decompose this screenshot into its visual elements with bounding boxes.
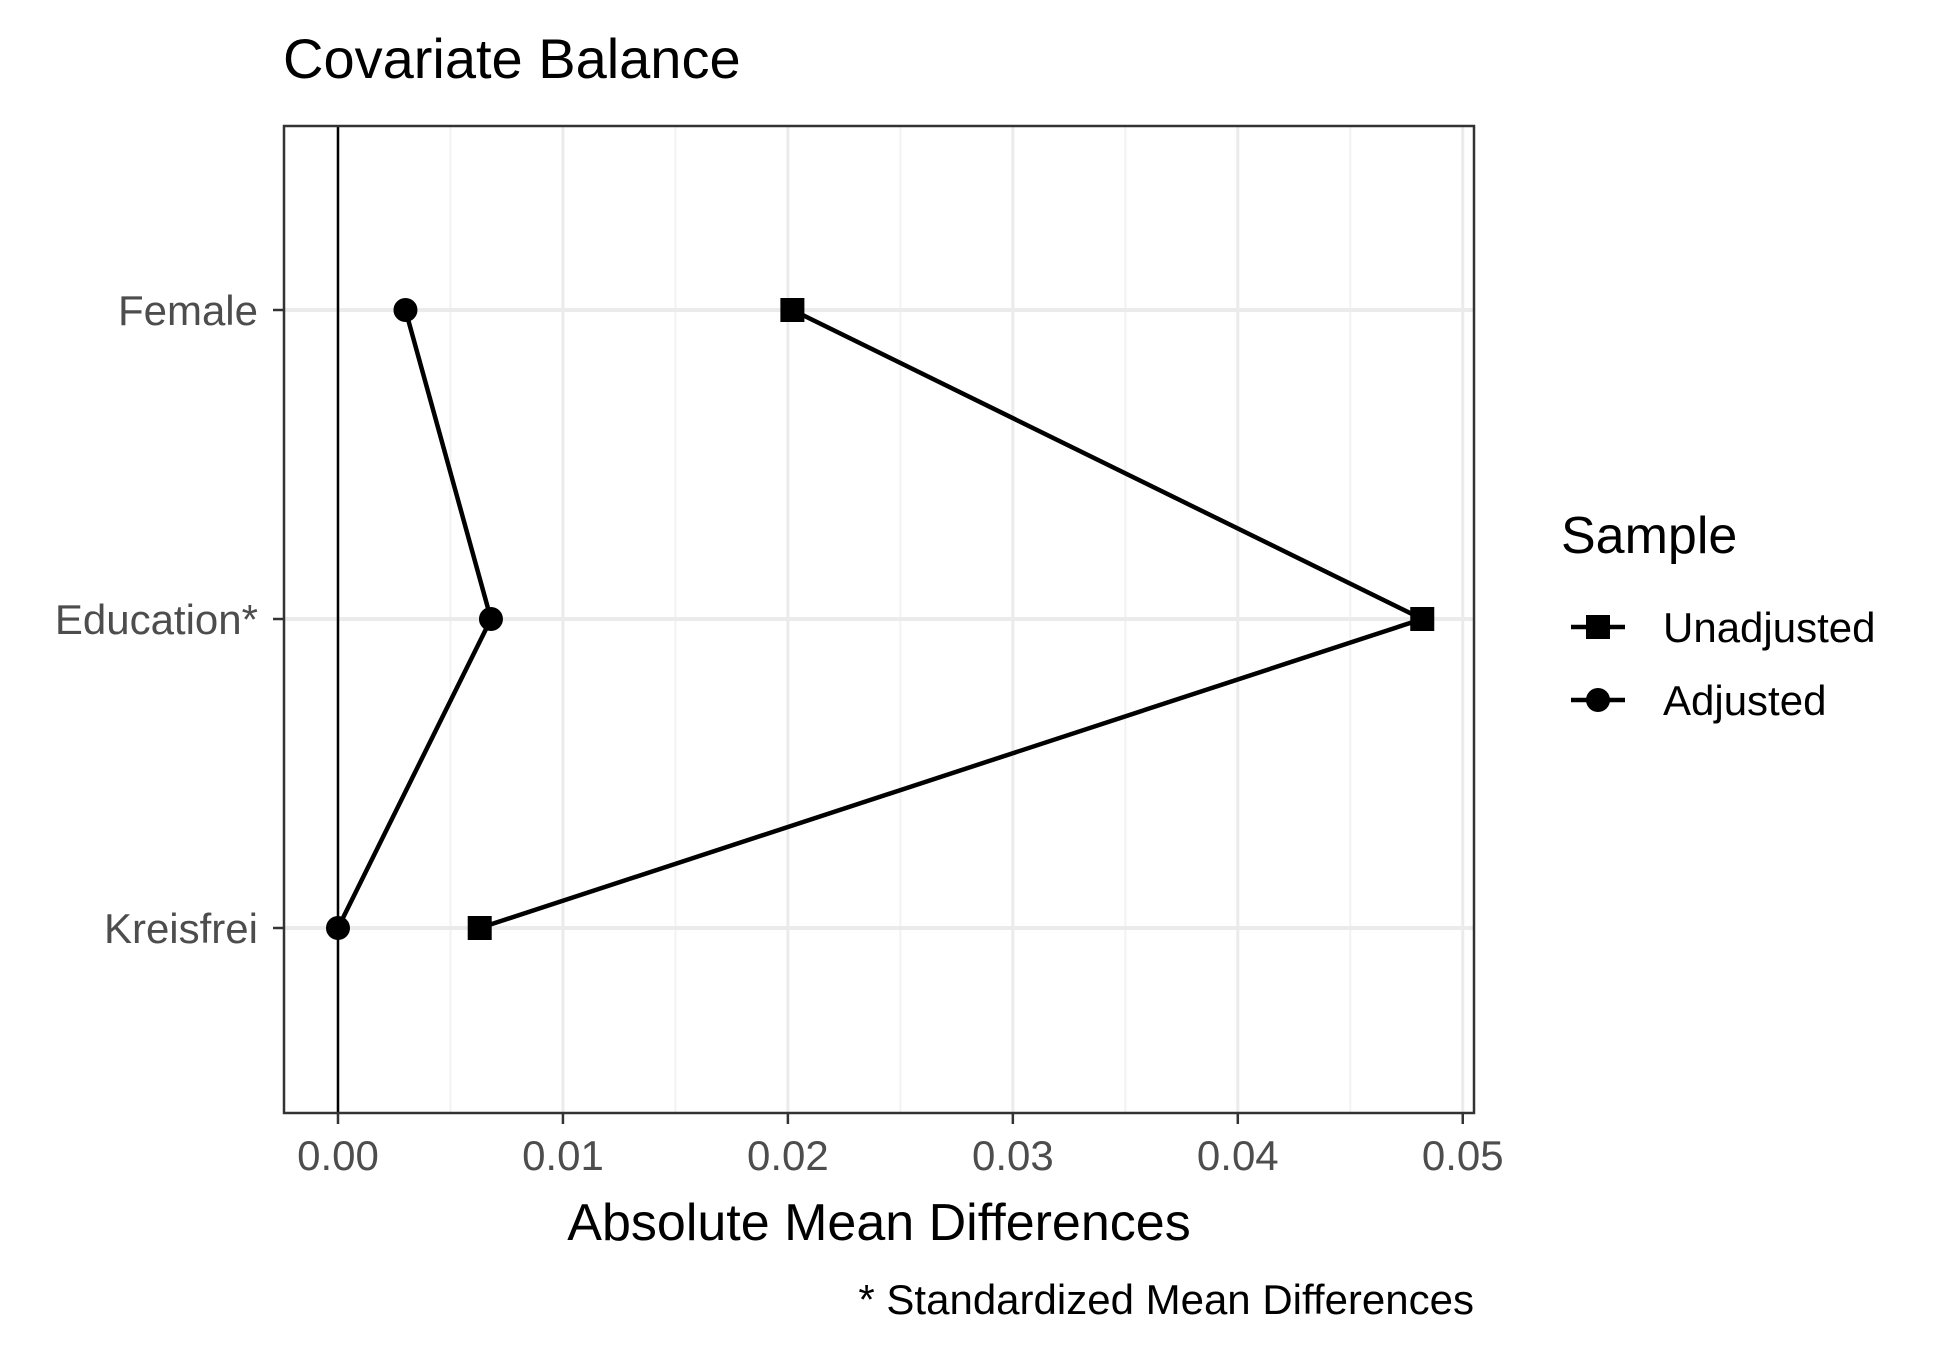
adjusted-point <box>478 607 503 631</box>
legend-key-unadjusted <box>1586 615 1610 639</box>
x-tick-label: 0.05 <box>1422 1132 1504 1179</box>
chart-title: Covariate Balance <box>283 27 741 90</box>
unadjusted-point <box>780 298 805 322</box>
legend-key-adjusted <box>1586 688 1610 712</box>
legend-items: Unadjusted Adjusted <box>1571 604 1875 724</box>
adjusted-point <box>393 298 418 322</box>
x-tick-label: 0.00 <box>297 1132 379 1179</box>
legend-title: Sample <box>1561 507 1737 565</box>
legend: Sample Unadjusted Adjusted <box>1561 507 1875 724</box>
series-layer <box>325 298 1435 940</box>
unadjusted-point <box>1410 607 1435 631</box>
legend-label-unadjusted: Unadjusted <box>1663 604 1875 651</box>
x-tick-label: 0.04 <box>1197 1132 1279 1179</box>
unadjusted-point <box>467 916 492 940</box>
legend-label-adjusted: Adjusted <box>1663 677 1826 724</box>
grid <box>284 126 1474 1113</box>
axes: 0.00 0.01 0.02 0.03 0.04 0.05 Female Education*… <box>55 287 1504 1179</box>
y-tick-label: Kreisfrei <box>104 905 258 952</box>
x-tick-label: 0.03 <box>972 1132 1054 1179</box>
x-tick-label: 0.02 <box>747 1132 829 1179</box>
y-tick-label: Female <box>118 287 258 334</box>
caption: * Standardized Mean Differences <box>858 1276 1474 1323</box>
x-axis-title: Absolute Mean Differences <box>567 1194 1190 1252</box>
y-tick-label: Education* <box>55 596 258 643</box>
adjusted-point <box>325 916 350 940</box>
x-tick-label: 0.01 <box>522 1132 604 1179</box>
